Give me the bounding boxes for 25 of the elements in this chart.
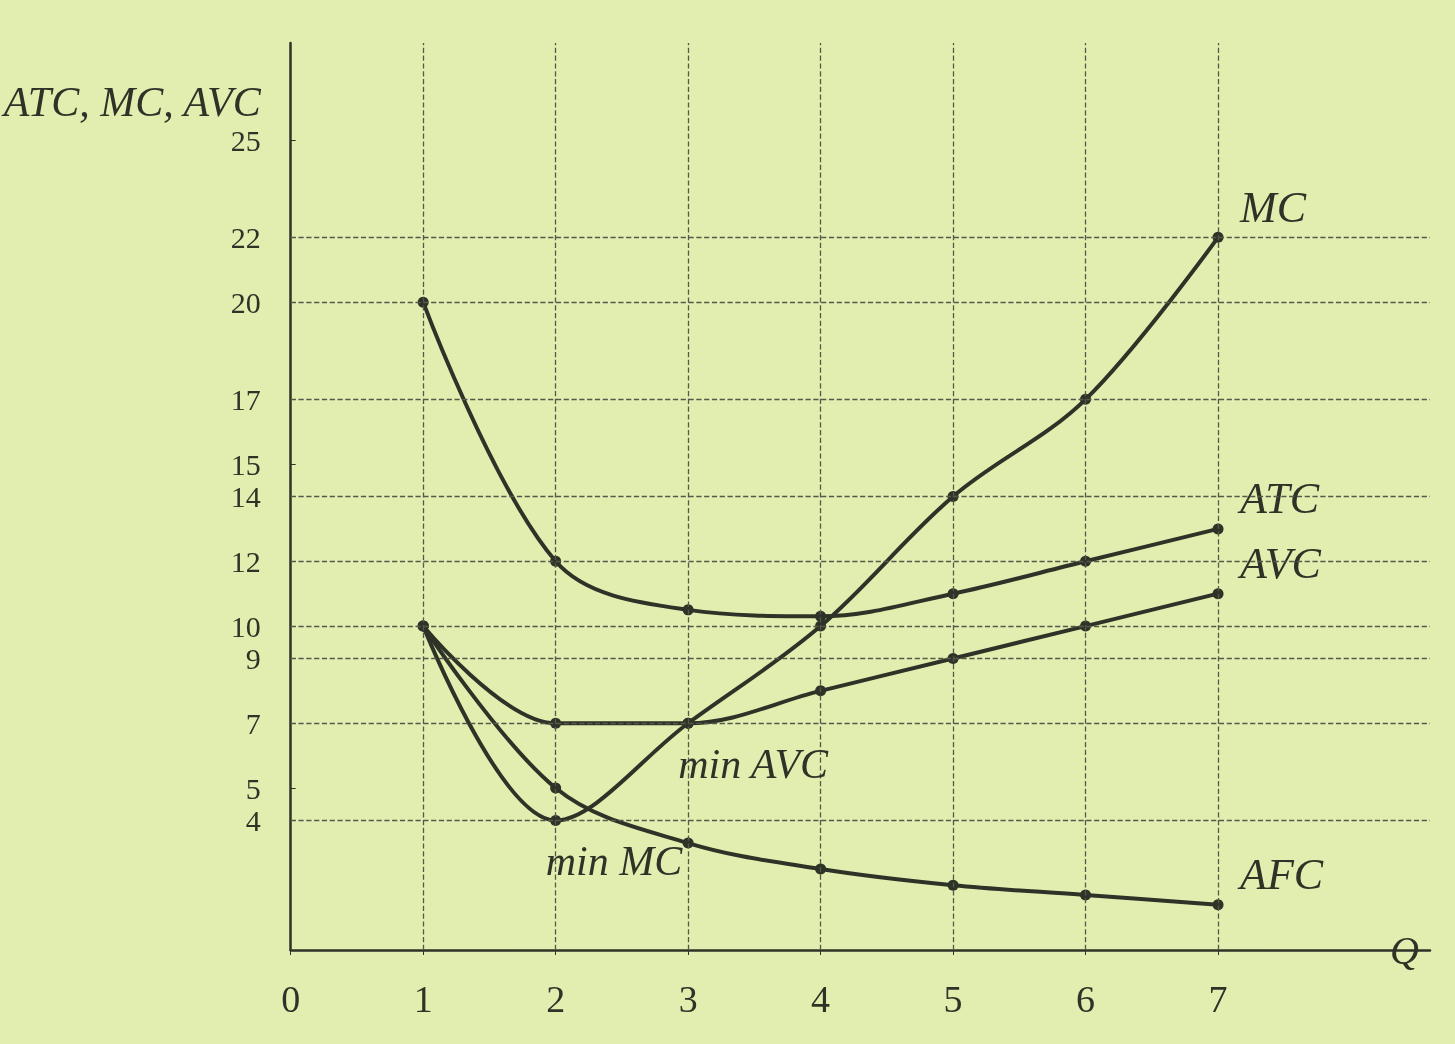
y-tick-label: 14 [230,480,261,513]
y-tick-label: 12 [230,544,261,578]
x-tick-label: 5 [943,978,963,1020]
x-tick-label: 2 [546,978,566,1020]
y-tick-label: 4 [245,803,261,837]
y-tick-label: 10 [230,609,261,643]
x-tick-label: 1 [413,978,433,1020]
annotation: min MC [545,838,684,885]
y-tick-label: 5 [245,771,261,805]
x-tick-label: 4 [811,978,831,1020]
x-tick-label: 6 [1076,978,1096,1020]
y-tick-label: 9 [245,641,261,675]
series-label: MC [1239,182,1307,232]
y-axis-title: ATC, MC, AVC [0,79,262,125]
x-tick-label: 3 [678,978,698,1020]
y-tick-label: 17 [230,382,261,416]
annotation: min AVC [678,741,830,788]
x-tick-label: 0 [281,978,301,1020]
y-tick-label: 7 [245,706,261,740]
y-tick-label: 22 [230,220,261,254]
y-tick-label: 15 [230,447,261,481]
x-tick-label: 7 [1208,978,1228,1020]
y-tick-label: 25 [230,123,261,157]
series-label: AFC [1237,850,1324,900]
y-tick-label: 20 [230,285,261,319]
